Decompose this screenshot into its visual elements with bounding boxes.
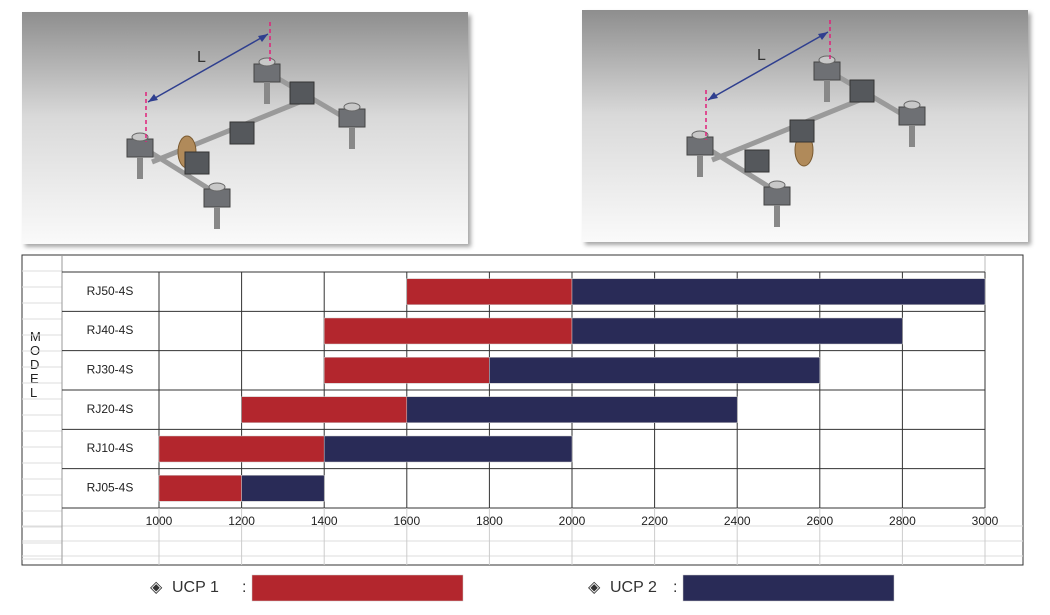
- jack-top: [131, 132, 149, 142]
- jack-screw: [349, 127, 355, 149]
- category-label: RJ50-4S: [87, 284, 134, 298]
- jack-screw: [264, 82, 270, 104]
- bar: [241, 475, 325, 502]
- jack: [203, 188, 231, 208]
- x-tick-label: 2800: [889, 514, 916, 528]
- legend-separator: :: [242, 579, 246, 596]
- legend-separator: :: [673, 579, 677, 596]
- category-label: RJ10-4S: [87, 441, 134, 455]
- jack-screw: [824, 80, 830, 102]
- category-label: RJ05-4S: [87, 481, 134, 495]
- jack: [126, 138, 154, 158]
- x-tick-label: 2400: [724, 514, 751, 528]
- jack-top: [903, 100, 921, 110]
- bar: [241, 396, 408, 423]
- jack-top: [691, 130, 709, 140]
- bar: [158, 475, 242, 502]
- illustration: L: [22, 12, 468, 244]
- category-label: RJ40-4S: [87, 323, 134, 337]
- dimension-label: L: [197, 49, 206, 66]
- dimension-arrow: [147, 33, 269, 103]
- illustration: L: [582, 10, 1028, 242]
- x-tick-label: 1800: [476, 514, 503, 528]
- jack-top: [258, 57, 276, 67]
- bar: [571, 278, 986, 305]
- jack: [763, 186, 791, 206]
- y-axis-label: MODEL: [30, 330, 41, 400]
- legend-label: UCP 2: [610, 579, 657, 596]
- bar: [158, 435, 325, 463]
- gearbox: [849, 79, 875, 103]
- jack: [686, 136, 714, 156]
- bar: [323, 357, 490, 384]
- legend-symbol: ◈: [150, 579, 163, 596]
- category-label: RJ20-4S: [87, 402, 134, 416]
- legend-swatch: [251, 574, 464, 602]
- jack-screw: [137, 157, 143, 179]
- jack-screw: [909, 125, 915, 147]
- legend-symbol: ◈: [588, 579, 601, 596]
- jack-top: [343, 102, 361, 112]
- x-tick-label: 2200: [641, 514, 668, 528]
- x-tick-label: 3000: [972, 514, 999, 528]
- jack: [813, 61, 841, 81]
- dimension-label: L: [757, 47, 766, 64]
- gearbox: [744, 149, 770, 173]
- bar: [323, 317, 573, 345]
- gearbox: [184, 151, 210, 175]
- x-tick-label: 1400: [311, 514, 338, 528]
- x-tick-label: 2600: [806, 514, 833, 528]
- dimension-arrow: [707, 31, 829, 101]
- bar: [571, 317, 903, 345]
- jack-top: [768, 180, 786, 190]
- jack: [898, 106, 926, 126]
- legend-swatch: [682, 574, 895, 602]
- jack-top: [818, 55, 836, 65]
- x-tick-label: 2000: [559, 514, 586, 528]
- bar: [406, 396, 738, 423]
- jack-screw: [774, 205, 780, 227]
- x-tick-label: 1600: [393, 514, 420, 528]
- gearbox: [289, 81, 315, 105]
- legend-label: UCP 1: [172, 579, 219, 596]
- jack-screw: [214, 207, 220, 229]
- jack-top: [208, 182, 226, 192]
- bar: [406, 278, 573, 305]
- category-label: RJ30-4S: [87, 363, 134, 377]
- bar: [323, 435, 573, 463]
- x-tick-label: 1200: [228, 514, 255, 528]
- x-tick-label: 1000: [146, 514, 173, 528]
- jack: [338, 108, 366, 128]
- jack-screw: [697, 155, 703, 177]
- y-label-box: MODEL: [30, 330, 41, 400]
- gearbox: [789, 119, 815, 143]
- gearbox: [229, 121, 255, 145]
- bar: [489, 357, 821, 384]
- jack: [253, 63, 281, 83]
